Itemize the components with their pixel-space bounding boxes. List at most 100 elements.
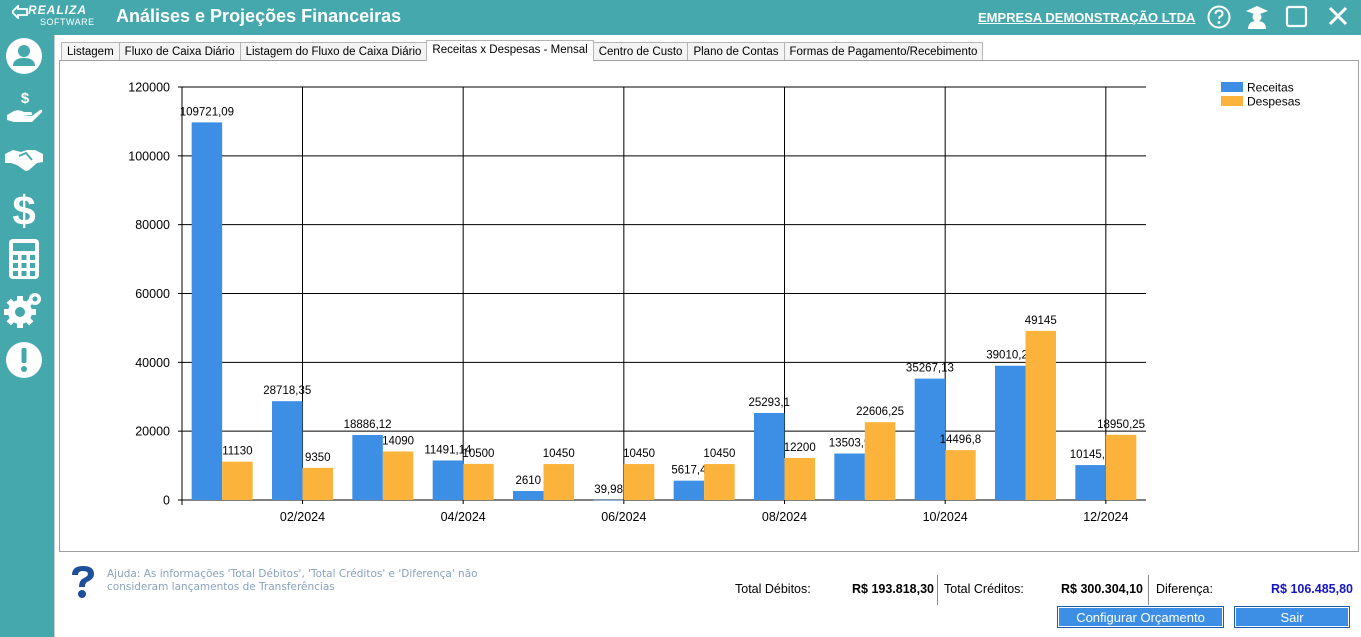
separator bbox=[1148, 575, 1149, 605]
bar-receitas bbox=[673, 480, 705, 500]
tab-fluxo-caixa-diario[interactable]: Fluxo de Caixa Diário bbox=[118, 42, 241, 61]
bar-despesas bbox=[704, 464, 735, 500]
hand-money-icon[interactable]: $ bbox=[4, 87, 44, 127]
y-tick-label: 40000 bbox=[135, 356, 170, 370]
total-debitos-label: Total Débitos: bbox=[735, 582, 811, 596]
configurar-orcamento-button[interactable]: Configurar Orçamento bbox=[1057, 606, 1224, 628]
bar-receitas bbox=[191, 122, 223, 500]
bar-receitas bbox=[432, 460, 464, 500]
maximize-icon[interactable] bbox=[1284, 4, 1310, 30]
handshake-icon[interactable] bbox=[4, 138, 44, 178]
y-tick-label: 60000 bbox=[135, 287, 170, 301]
bar-despesas bbox=[222, 461, 253, 500]
bar-despesas bbox=[1025, 330, 1056, 500]
x-tick-label: 12/2024 bbox=[1083, 510, 1128, 524]
diferenca-label: Diferença: bbox=[1156, 582, 1213, 596]
data-label: 10450 bbox=[703, 448, 735, 460]
dollar-icon[interactable]: $ bbox=[4, 187, 44, 234]
svg-text:$: $ bbox=[21, 90, 30, 107]
bar-despesas bbox=[302, 467, 333, 500]
window-title: Análises e Projeções Financeiras bbox=[116, 6, 402, 26]
svg-text:$: $ bbox=[12, 187, 35, 231]
bar-despesas bbox=[784, 458, 815, 500]
bar-receitas bbox=[272, 401, 303, 500]
y-tick-label: 0 bbox=[163, 494, 170, 508]
user-icon[interactable] bbox=[4, 36, 44, 76]
calculator-icon[interactable] bbox=[4, 238, 44, 279]
x-tick-label: 04/2024 bbox=[441, 510, 486, 524]
data-label: 14090 bbox=[382, 436, 414, 448]
x-tick-label: 10/2024 bbox=[923, 510, 968, 524]
data-label: 10145,6 bbox=[1070, 449, 1112, 461]
bar-despesas bbox=[463, 463, 494, 500]
bar-despesas bbox=[623, 464, 655, 500]
data-label: 11130 bbox=[222, 446, 252, 458]
data-label: 28718,35 bbox=[263, 385, 311, 397]
bar-receitas bbox=[1075, 465, 1106, 500]
diferenca-value: R$ 106.485,80 bbox=[1271, 582, 1354, 596]
tab-listagem-fluxo-caixa[interactable]: Listagem do Fluxo de Caixa Diário bbox=[239, 42, 428, 61]
bar-receitas bbox=[352, 435, 383, 500]
data-label: 14496,8 bbox=[940, 434, 982, 446]
bar-despesas bbox=[864, 422, 896, 500]
tab-panel: 0 20000 40000 60000 80000 100000 120000 02/2024… bbox=[59, 60, 1359, 552]
data-label: 35267,13 bbox=[906, 363, 954, 375]
gears-icon[interactable] bbox=[4, 290, 44, 330]
sair-button[interactable]: Sair bbox=[1234, 606, 1350, 628]
bar-despesas bbox=[945, 450, 976, 500]
tab-listagem[interactable]: Listagem bbox=[61, 42, 120, 61]
data-label: 39,98 bbox=[594, 484, 623, 496]
bar-receitas bbox=[834, 453, 865, 500]
y-tick-label: 20000 bbox=[135, 425, 170, 439]
bar-chart: 0 20000 40000 60000 80000 100000 120000 02/2024… bbox=[128, 81, 1300, 525]
legend-label: Receitas bbox=[1247, 81, 1294, 95]
main-area: Listagem Fluxo de Caixa Diário Listagem … bbox=[54, 35, 1361, 637]
tab-bar: Listagem Fluxo de Caixa Diário Listagem … bbox=[61, 40, 984, 61]
logo-text: REALIZA bbox=[28, 3, 87, 17]
data-label: 49145 bbox=[1025, 315, 1057, 327]
bar-despesas bbox=[543, 464, 574, 500]
data-label: 13503,9 bbox=[829, 438, 871, 450]
company-link[interactable]: EMPRESA DEMONSTRAÇÃO LTDA bbox=[978, 10, 1196, 25]
tab-centro-custo[interactable]: Centro de Custo bbox=[592, 42, 689, 61]
logo-subtext: SOFTWARE bbox=[40, 17, 95, 27]
data-label: 11491,14 bbox=[424, 444, 472, 456]
bar-receitas bbox=[914, 378, 946, 500]
legend-swatch bbox=[1221, 96, 1243, 106]
data-label: 2610 bbox=[515, 475, 541, 487]
data-label: 10450 bbox=[623, 448, 655, 460]
graduate-icon[interactable] bbox=[1244, 4, 1270, 30]
y-tick-label: 120000 bbox=[128, 81, 170, 95]
legend-swatch bbox=[1221, 82, 1243, 92]
x-tick-label: 08/2024 bbox=[762, 510, 807, 524]
bar-receitas bbox=[593, 499, 624, 501]
tab-formas-pagamento[interactable]: Formas de Pagamento/Recebimento bbox=[783, 42, 984, 61]
close-icon[interactable] bbox=[1326, 4, 1352, 30]
question-mark-icon bbox=[69, 565, 97, 599]
data-label: 22606,25 bbox=[856, 406, 904, 418]
title-bar: REALIZA SOFTWARE Análises e Projeções Fi… bbox=[0, 0, 1361, 35]
x-tick-label: 06/2024 bbox=[601, 510, 646, 524]
legend-label: Despesas bbox=[1247, 95, 1300, 109]
logo-arrow-icon bbox=[12, 5, 28, 19]
sidebar: $ $ bbox=[0, 35, 54, 637]
tab-receitas-despesas[interactable]: Receitas x Despesas - Mensal bbox=[426, 40, 594, 61]
data-label: 10500 bbox=[462, 448, 494, 460]
y-tick-label: 100000 bbox=[128, 149, 170, 163]
bar-receitas bbox=[754, 412, 785, 500]
data-label: 39010,29 bbox=[986, 350, 1034, 362]
bar-despesas bbox=[382, 451, 414, 500]
bar-receitas bbox=[513, 491, 544, 500]
help-text: Ajuda: As informações 'Total Débitos', '… bbox=[107, 568, 478, 593]
bar-receitas bbox=[995, 365, 1026, 500]
data-label: 12200 bbox=[784, 442, 816, 454]
data-label: 5617,4 bbox=[671, 465, 707, 477]
alert-icon[interactable] bbox=[4, 340, 44, 380]
data-label: 25293,1 bbox=[748, 397, 790, 409]
help-circle-icon[interactable] bbox=[1206, 4, 1232, 30]
x-tick-label: 02/2024 bbox=[280, 510, 325, 524]
tab-plano-contas[interactable]: Plano de Contas bbox=[687, 42, 785, 61]
data-label: 9350 bbox=[305, 452, 331, 464]
app-logo: REALIZA SOFTWARE bbox=[12, 3, 96, 31]
data-label: 109721,09 bbox=[180, 106, 234, 118]
